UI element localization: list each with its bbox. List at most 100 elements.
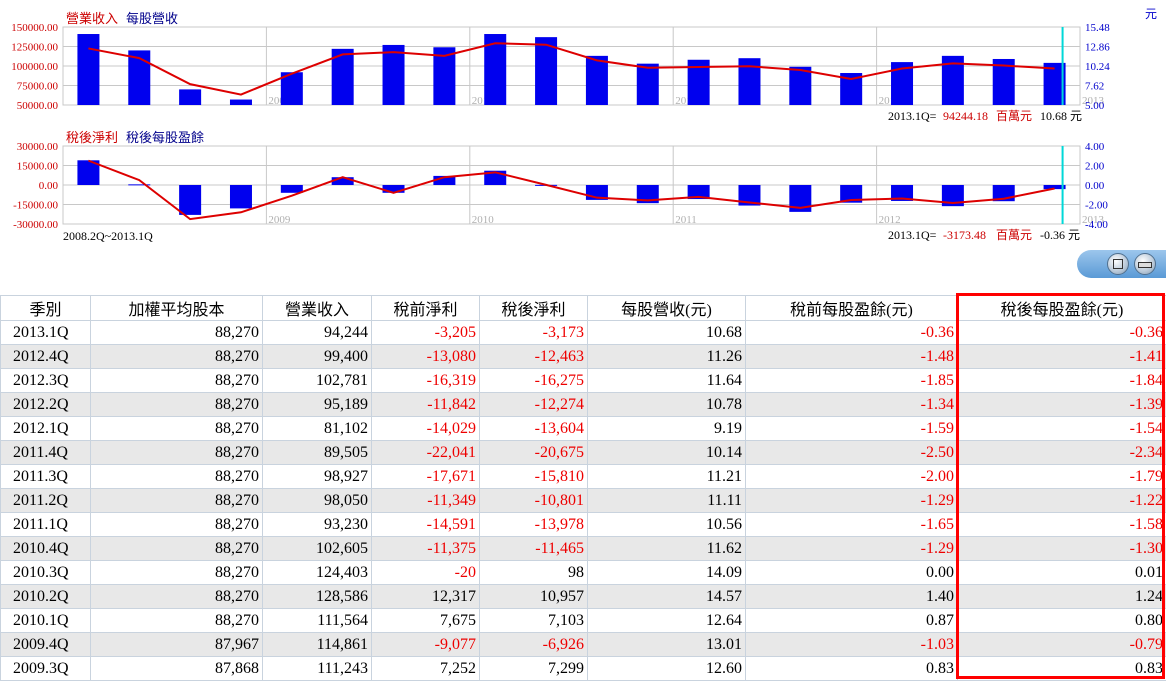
value-cell: 12,317 (371, 584, 480, 609)
quarter-cell: 2010.3Q (0, 560, 91, 585)
year-label: 2013 (1082, 95, 1105, 107)
value-cell: -1.39 (957, 392, 1166, 417)
bar (433, 175, 456, 185)
lock-icon[interactable] (1107, 253, 1129, 275)
footer-unit: 百萬元 (996, 228, 1032, 242)
value-cell: -1.58 (957, 512, 1166, 537)
quarter-cell: 2013.1Q (0, 320, 91, 345)
quarterly-table: 季別 加權平均股本 營業收入 稅前淨利 稅後淨利 每股營收(元) 稅前每股盈餘(元) 稅後每股… (0, 295, 1166, 681)
bar (891, 62, 914, 105)
value-cell: 88,270 (90, 560, 263, 585)
col-header: 稅前淨利 (371, 295, 480, 321)
value-cell: 11.26 (587, 344, 746, 369)
value-cell: -14,029 (371, 416, 480, 441)
value-cell: 7,299 (479, 656, 588, 681)
bar (433, 47, 456, 105)
quarter-cell: 2012.1Q (0, 416, 91, 441)
value-cell: 0.87 (745, 608, 958, 633)
footer-period: 2013.1Q= (888, 109, 937, 123)
quarter-cell: 2011.3Q (0, 464, 91, 489)
value-cell: 99,400 (262, 344, 372, 369)
footer-unit: 百萬元 (996, 109, 1032, 123)
value-cell: -13,080 (371, 344, 480, 369)
bar (1043, 185, 1066, 190)
y-tick-left: 15000.00 (17, 161, 59, 173)
value-cell: -1.22 (957, 488, 1166, 513)
value-cell: -16,275 (479, 368, 588, 393)
highlight-box (956, 293, 1165, 679)
bar (128, 50, 151, 105)
bar (585, 55, 608, 105)
value-cell: 7,675 (371, 608, 480, 633)
value-cell: 14.57 (587, 584, 746, 609)
bar (941, 55, 964, 105)
unit-label: 元 (1145, 7, 1157, 21)
y-tick-left: 125000.00 (11, 42, 58, 54)
footer-eps: -0.36 元 (1040, 228, 1080, 242)
col-header: 加權平均股本 (90, 295, 263, 321)
quarter-cell: 2012.4Q (0, 344, 91, 369)
value-cell: 0.00 (745, 560, 958, 585)
value-cell: -11,349 (371, 488, 480, 513)
print-icon[interactable] (1134, 253, 1156, 275)
value-cell: -3,173 (479, 320, 588, 345)
quarter-cell: 2011.1Q (0, 512, 91, 537)
year-label: 2012 (879, 214, 901, 226)
value-cell: -1.84 (957, 368, 1166, 393)
y-tick-left: 150000.00 (11, 22, 58, 34)
value-cell: 124,403 (262, 560, 372, 585)
value-cell: 11.64 (587, 368, 746, 393)
bar (128, 184, 151, 186)
y-tick-left: 30000.00 (17, 141, 59, 153)
value-cell: -1.29 (745, 488, 958, 513)
bar (941, 185, 964, 207)
value-cell: 98,050 (262, 488, 372, 513)
value-cell: -11,842 (371, 392, 480, 417)
footer-eps: 10.68 元 (1040, 109, 1082, 123)
value-cell: 88,270 (90, 368, 263, 393)
quarter-cell: 2011.4Q (0, 440, 91, 465)
value-cell: 89,505 (262, 440, 372, 465)
value-cell: 102,605 (262, 536, 372, 561)
legend-item: 營業收入 (66, 11, 118, 26)
value-cell: 88,270 (90, 464, 263, 489)
value-cell: -11,465 (479, 536, 588, 561)
bar (636, 63, 659, 105)
quarter-cell: 2010.2Q (0, 584, 91, 609)
col-header: 稅前每股盈餘(元) (745, 295, 958, 321)
value-cell: -1.59 (745, 416, 958, 441)
table-row: 2011.2Q 88,270 98,050 -11,349 -10,801 11.11 -1… (0, 488, 1166, 513)
value-cell: -1.30 (957, 536, 1166, 561)
y-tick-right: 12.86 (1085, 42, 1110, 54)
year-label: 2010 (472, 214, 495, 226)
table-row: 2011.3Q 88,270 98,927 -17,671 -15,810 11.21 -2… (0, 464, 1166, 489)
footer-period: 2013.1Q= (888, 228, 937, 242)
table-header-row: 季別 加權平均股本 營業收入 稅前淨利 稅後淨利 每股營收(元) 稅前每股盈餘(元) 稅後每股… (0, 295, 1166, 321)
bar (687, 59, 710, 105)
table-row: 2011.4Q 88,270 89,505 -22,041 -20,675 10.14 -2… (0, 440, 1166, 465)
y-tick-right: -4.00 (1085, 219, 1108, 231)
quarter-cell: 2011.2Q (0, 488, 91, 513)
value-cell: 88,270 (90, 488, 263, 513)
col-header: 每股營收(元) (587, 295, 746, 321)
value-cell: 88,270 (90, 392, 263, 417)
value-cell: -20,675 (479, 440, 588, 465)
value-cell: 88,270 (90, 536, 263, 561)
y-tick-left: -30000.00 (13, 219, 58, 231)
table-row: 2012.2Q 88,270 95,189 -11,842 -12,274 10.78 -1… (0, 392, 1166, 417)
year-label: 2013 (1082, 214, 1105, 226)
col-header: 營業收入 (262, 295, 372, 321)
quarter-cell: 2012.2Q (0, 392, 91, 417)
bar (992, 58, 1015, 105)
col-header: 季別 (0, 295, 91, 321)
value-cell: -17,671 (371, 464, 480, 489)
bar (382, 44, 405, 105)
y-tick-left: 75000.00 (17, 81, 59, 93)
bar (331, 48, 354, 105)
value-cell: 88,270 (90, 416, 263, 441)
value-cell: 87,868 (90, 656, 263, 681)
bar (382, 185, 405, 193)
value-cell: 93,230 (262, 512, 372, 537)
value-cell: -11,375 (371, 536, 480, 561)
bar (179, 89, 202, 105)
